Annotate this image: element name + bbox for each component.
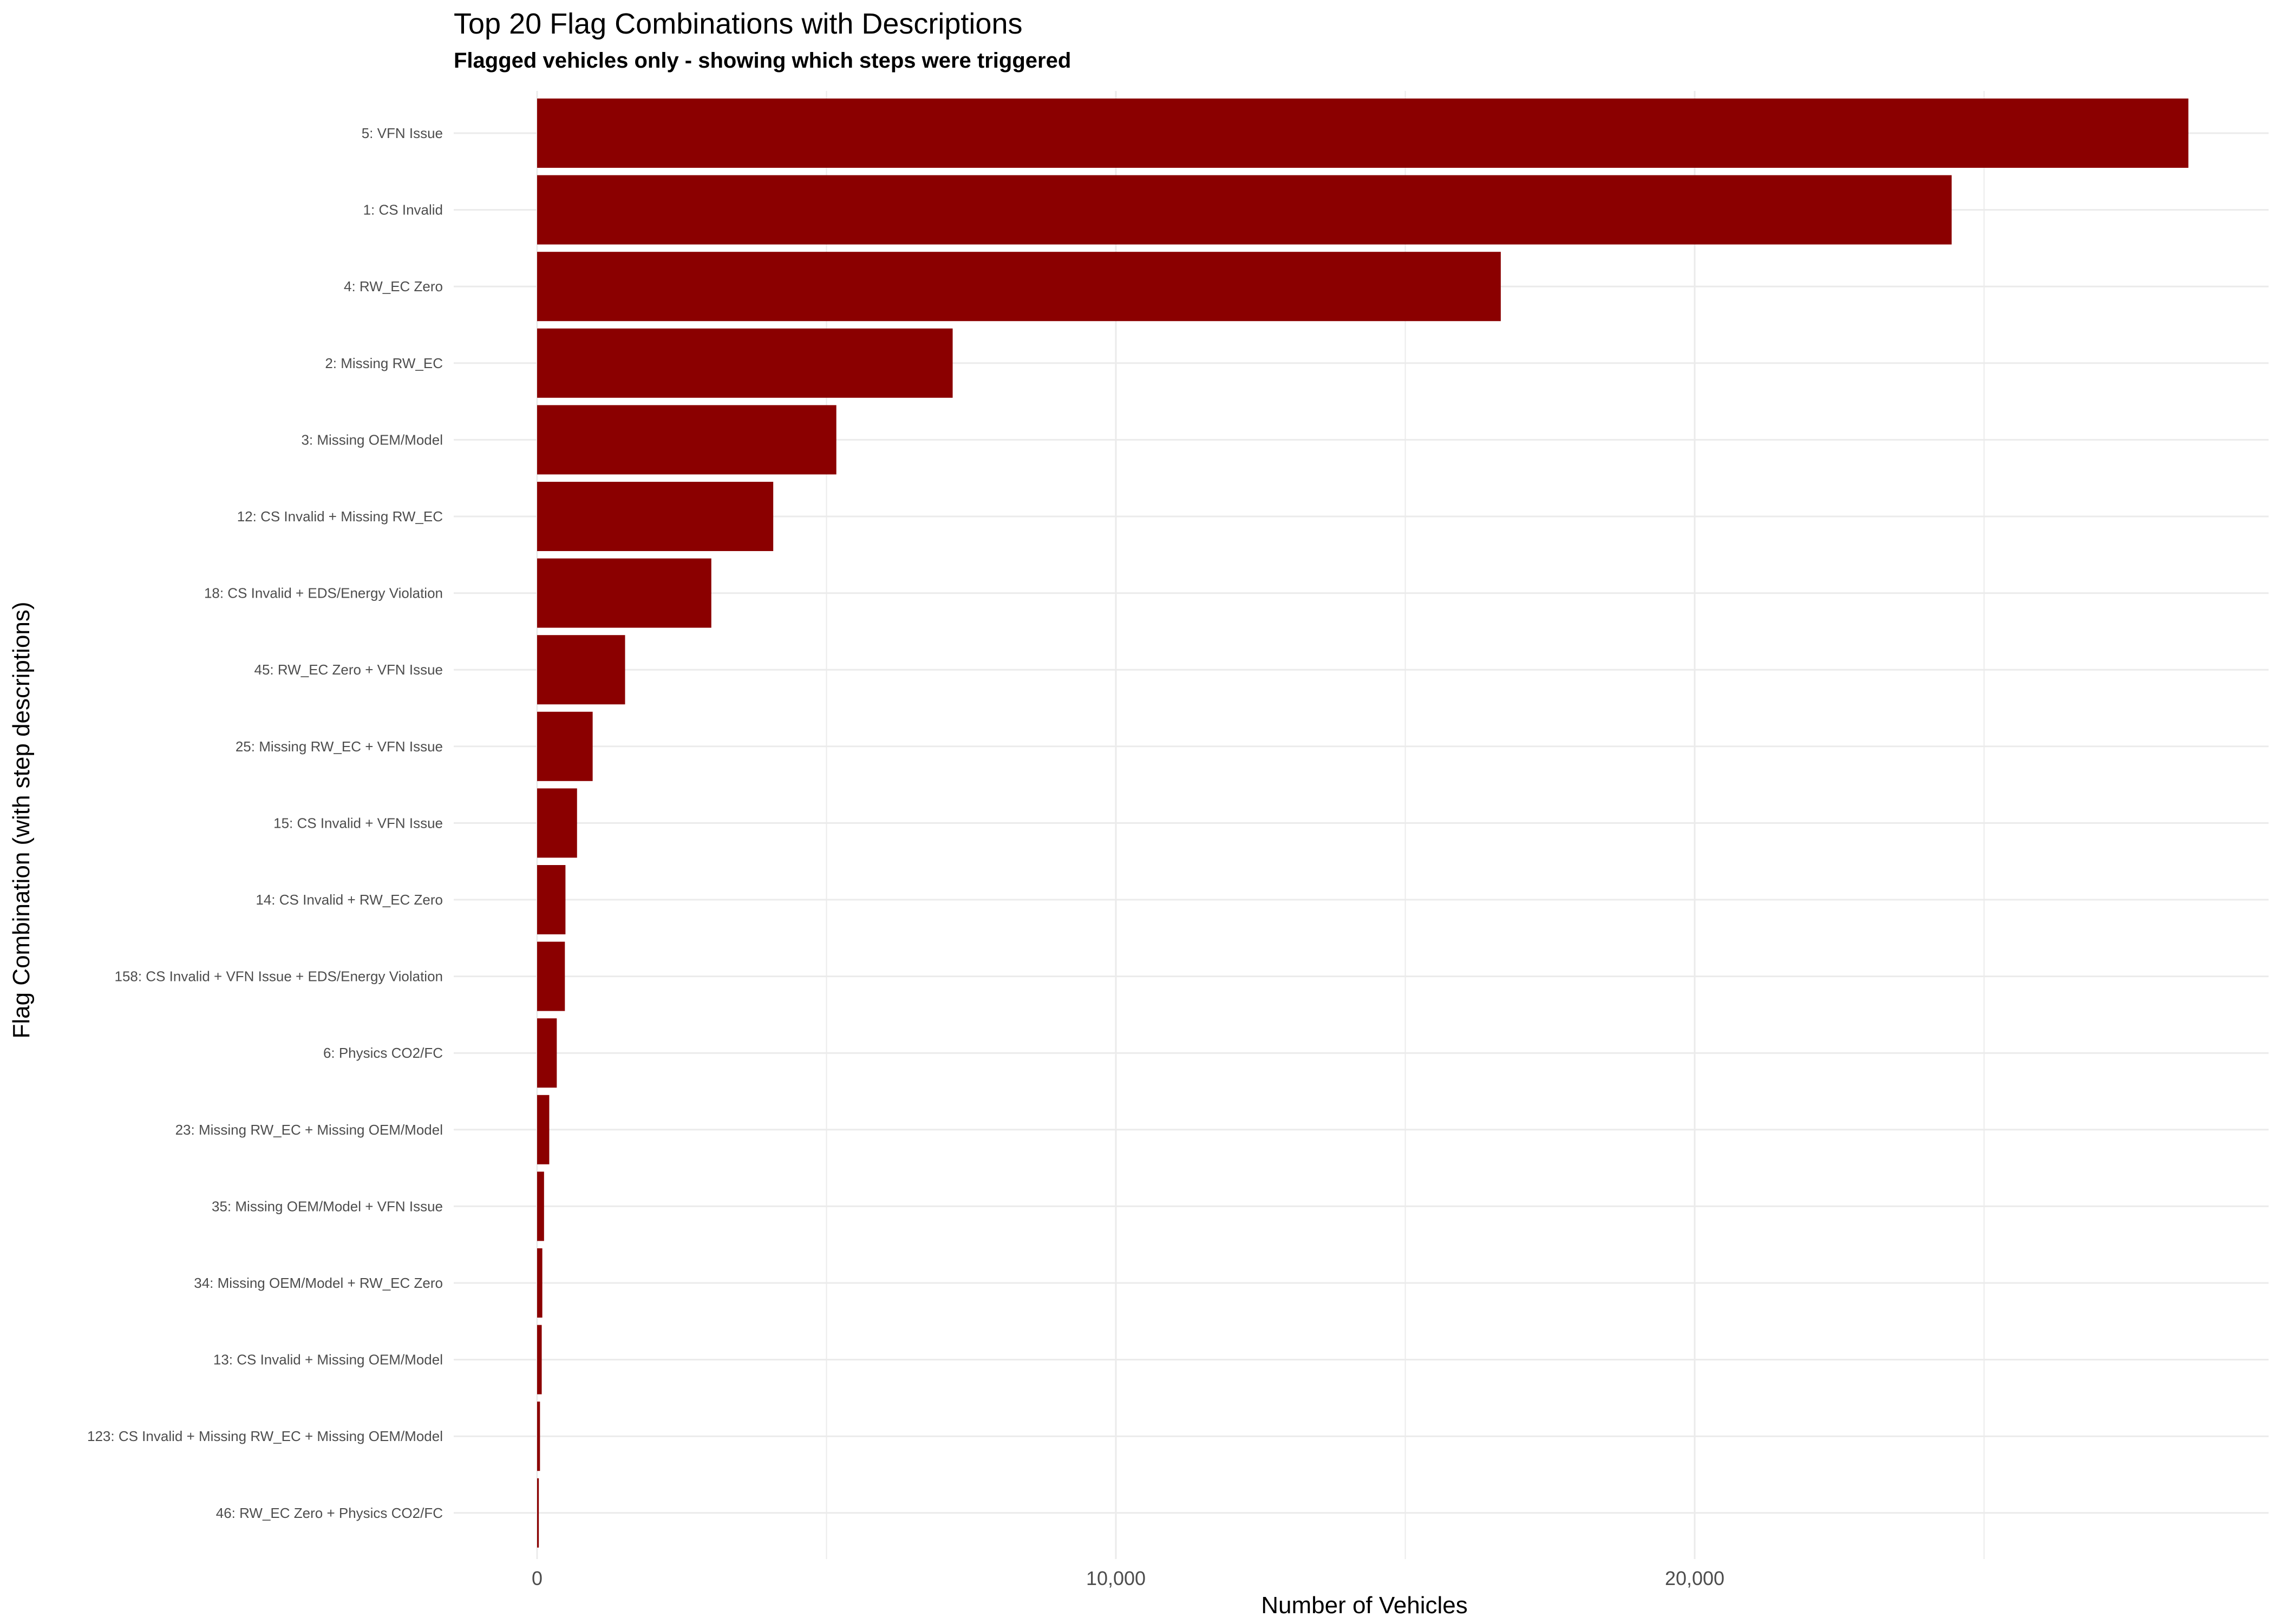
x-axis-tick-labels: 0 10,000 20,000 <box>532 1567 1724 1589</box>
bar <box>537 941 565 1011</box>
category-axis-labels: 5: VFN Issue 1: CS Invalid 4: RW_EC Zero 2:… <box>87 125 443 1521</box>
bar <box>537 1325 542 1394</box>
category-label: 13: CS Invalid + Missing OEM/Model <box>213 1352 443 1368</box>
bar <box>537 865 566 934</box>
category-label: 158: CS Invalid + VFN Issue + EDS/Energy… <box>114 968 443 985</box>
bar <box>537 405 837 475</box>
x-axis-title: Number of Vehicles <box>1261 1592 1468 1619</box>
bar <box>537 788 577 858</box>
bar <box>537 1248 543 1318</box>
category-label: 23: Missing RW_EC + Missing OEM/Model <box>175 1122 443 1138</box>
category-label: 2: Missing RW_EC <box>325 355 443 371</box>
bar <box>537 1402 540 1471</box>
chart-subtitle: Flagged vehicles only - showing which st… <box>454 49 1071 73</box>
bar <box>537 175 1952 245</box>
y-axis-title: Flag Combination (with step descriptions… <box>8 601 35 1038</box>
category-label: 1: CS Invalid <box>363 202 443 218</box>
category-label: 34: Missing OEM/Model + RW_EC Zero <box>194 1275 443 1291</box>
bar <box>537 99 2188 168</box>
bar <box>537 1478 539 1548</box>
category-label: 35: Missing OEM/Model + VFN Issue <box>212 1198 443 1214</box>
bar <box>537 558 711 628</box>
bar <box>537 1171 544 1241</box>
bar <box>537 1095 550 1164</box>
bar <box>537 1018 557 1088</box>
x-tick-label: 20,000 <box>1665 1567 1724 1589</box>
category-label: 4: RW_EC Zero <box>344 278 443 294</box>
category-label: 14: CS Invalid + RW_EC Zero <box>256 892 443 908</box>
category-label: 15: CS Invalid + VFN Issue <box>273 815 443 831</box>
category-label: 123: CS Invalid + Missing RW_EC + Missin… <box>87 1428 443 1444</box>
bar <box>537 635 625 705</box>
category-label: 46: RW_EC Zero + Physics CO2/FC <box>216 1505 443 1521</box>
chart-title: Top 20 Flag Combinations with Descriptio… <box>454 8 1023 40</box>
bar <box>537 328 953 398</box>
category-label: 3: Missing OEM/Model <box>301 431 443 448</box>
x-tick-label: 0 <box>532 1567 543 1589</box>
category-label: 18: CS Invalid + EDS/Energy Violation <box>204 585 443 601</box>
bar <box>537 482 774 551</box>
bar <box>537 711 593 781</box>
x-tick-label: 10,000 <box>1086 1567 1146 1589</box>
category-label: 25: Missing RW_EC + VFN Issue <box>236 738 443 755</box>
bar <box>537 252 1501 322</box>
bar-series <box>537 99 2188 1548</box>
category-label: 5: VFN Issue <box>362 125 443 141</box>
category-label: 45: RW_EC Zero + VFN Issue <box>254 662 443 678</box>
category-label: 6: Physics CO2/FC <box>323 1045 443 1061</box>
category-label: 12: CS Invalid + Missing RW_EC <box>237 508 443 525</box>
